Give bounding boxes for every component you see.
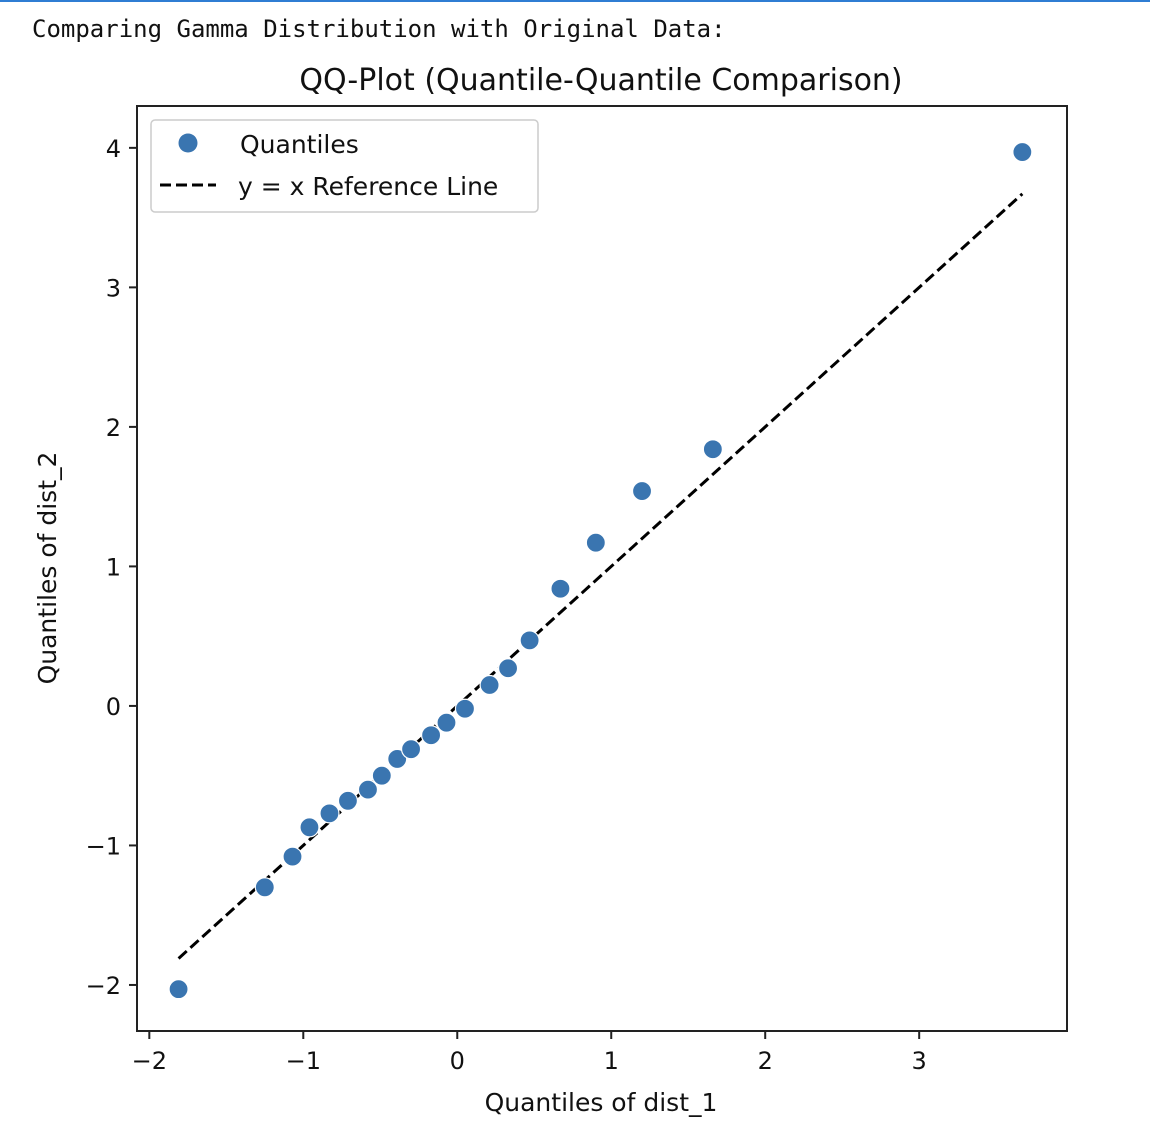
y-tick-label: 3 (106, 274, 121, 302)
legend-marker-quantiles (178, 133, 198, 153)
legend-label-reference-line: y = x Reference Line (238, 172, 498, 201)
data-point (436, 712, 457, 733)
output-text: Comparing Gamma Distribution with Origin… (32, 15, 726, 43)
y-tick-label: −1 (86, 832, 121, 860)
data-point (519, 630, 540, 651)
data-point (420, 725, 442, 746)
chart-title: QQ-Plot (Quantile-Quantile Comparison) (299, 63, 902, 98)
data-point (550, 578, 571, 599)
x-axis-ticks: −2 −1 0 1 2 3 (132, 1031, 927, 1075)
reference-line (177, 192, 1024, 960)
x-tick-label: 0 (450, 1047, 465, 1075)
x-axis-title: Quantiles of dist_1 (485, 1088, 718, 1117)
y-tick-label: 1 (106, 553, 121, 581)
data-point (282, 846, 303, 867)
x-tick-label: 3 (912, 1047, 927, 1075)
x-tick-label: −2 (132, 1047, 167, 1075)
data-point (497, 658, 519, 679)
y-tick-label: 0 (106, 693, 121, 721)
data-point (585, 532, 606, 553)
plot-marks (168, 141, 1033, 1000)
data-point (387, 748, 408, 770)
legend-box (150, 119, 539, 213)
cell-top-border (0, 0, 1150, 2)
y-axis-title: Quantiles of dist_2 (33, 452, 62, 685)
data-point (631, 480, 653, 502)
axes-frame (136, 105, 1068, 1032)
data-point (454, 698, 476, 719)
legend-label-quantiles: Quantiles (240, 130, 359, 159)
data-point (400, 739, 422, 760)
y-tick-label: 4 (106, 135, 121, 163)
y-axis-ticks: −2 −1 0 1 2 3 4 (86, 135, 137, 1000)
data-point (319, 803, 340, 824)
x-tick-label: −1 (286, 1047, 321, 1075)
data-point (254, 877, 275, 898)
data-point (371, 765, 392, 786)
x-tick-label: 2 (758, 1047, 773, 1075)
y-tick-label: 2 (106, 414, 121, 442)
legend: Quantiles y = x Reference Line (150, 119, 539, 213)
data-point (1012, 141, 1033, 163)
data-point (357, 779, 379, 800)
x-tick-label: 1 (604, 1047, 619, 1075)
data-point (168, 979, 189, 1000)
data-point (479, 674, 500, 696)
y-tick-label: −2 (86, 972, 121, 1000)
data-point (702, 439, 723, 460)
data-point (299, 817, 320, 838)
data-point (337, 790, 359, 811)
